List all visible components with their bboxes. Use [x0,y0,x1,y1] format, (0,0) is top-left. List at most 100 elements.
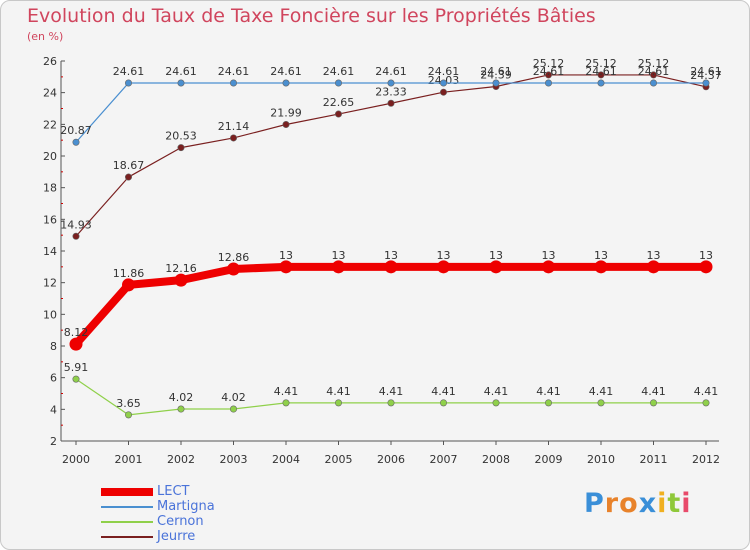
data-label-jeurre: 25.12 [585,57,617,70]
data-point-lect [384,260,398,274]
data-point-martigna [125,79,133,87]
data-point-lect [122,278,135,292]
data-point-jeurre [649,71,657,79]
x-tick-label: 2002 [167,453,195,466]
data-point-cernon [282,399,290,407]
y-tick-label: 14 [43,245,57,258]
data-point-lect [332,260,345,274]
data-point-martigna [439,79,447,87]
data-label-lect: 13 [542,249,556,262]
data-point-lect [594,260,608,274]
data-label-cernon: 4.41 [274,385,299,398]
data-point-jeurre [334,110,342,118]
data-label-martigna: 24.61 [585,65,617,78]
data-label-lect: 13 [594,249,608,262]
y-tick-label: 20 [43,150,57,163]
data-label-lect: 13 [489,249,503,262]
data-label-jeurre: 24.39 [480,68,512,81]
data-point-martigna [282,79,290,87]
x-tick-label: 2010 [587,453,615,466]
data-point-jeurre [72,232,80,240]
x-tick-label: 2006 [377,453,405,466]
data-label-lect: 13 [437,249,451,262]
data-point-martigna [702,79,710,87]
chart-title: Evolution du Taux de Taxe Foncière sur l… [27,5,596,27]
data-label-cernon: 4.41 [431,385,456,398]
series-line-jeurre [75,74,707,237]
data-point-jeurre [544,71,552,79]
data-label-martigna: 20.87 [60,124,92,137]
data-point-martigna [177,79,185,87]
data-label-martigna: 24.61 [218,65,250,78]
data-point-cernon [387,399,395,407]
data-point-cernon [439,399,447,407]
data-label-martigna: 24.61 [480,65,512,78]
data-point-martigna [649,79,657,87]
legend-swatch [101,488,153,496]
data-label-jeurre: 25.12 [533,57,565,70]
y-tick-label: 2 [50,435,57,448]
data-point-martigna [387,79,395,87]
data-point-lect [69,337,83,351]
x-tick-label: 2001 [115,453,143,466]
data-point-cernon [597,399,605,407]
data-point-martigna [597,79,605,87]
x-tick-label: 2011 [640,453,668,466]
data-point-cernon [492,399,500,407]
data-label-martigna: 24.61 [323,65,355,78]
data-point-martigna [492,79,500,87]
y-tick-label: 4 [50,403,57,416]
data-label-martigna: 24.61 [533,65,565,78]
x-tick-label: 2007 [430,453,458,466]
data-point-cernon [544,399,552,407]
data-label-martigna: 24.61 [638,65,670,78]
data-point-cernon [649,399,657,407]
y-tick-label: 8 [50,340,57,353]
data-label-jeurre: 18.67 [113,159,145,172]
data-point-martigna [334,79,342,87]
data-label-jeurre: 14.93 [60,218,92,231]
data-label-jeurre: 24.37 [690,69,722,82]
data-label-jeurre: 22.65 [323,96,355,109]
y-tick-label: 26 [43,55,57,68]
y-tick-label: 22 [43,118,57,131]
legend-label: Jeurre [157,529,196,544]
data-label-jeurre: 25.12 [638,57,670,70]
data-label-martigna: 24.61 [428,65,460,78]
data-label-jeurre: 20.53 [165,130,197,143]
data-label-jeurre: 21.14 [218,120,250,133]
series-line-lect [73,262,706,347]
data-point-lect [699,260,713,274]
data-point-cernon [334,399,342,407]
data-point-jeurre [597,71,605,79]
data-point-martigna [230,79,238,87]
data-point-jeurre [125,173,133,181]
data-label-lect: 11.86 [113,267,145,280]
data-point-martigna [72,138,80,146]
data-label-lect: 13 [384,249,398,262]
legend-swatch [101,521,153,523]
data-label-martigna: 24.61 [690,65,722,78]
data-label-lect: 8.12 [64,326,89,339]
proxiti-logo: Proxiti [584,488,692,519]
data-point-jeurre [282,120,290,128]
data-label-lect: 12.86 [218,251,250,264]
legend-label: Cernon [157,514,204,529]
data-label-cernon: 4.41 [694,385,719,398]
data-label-cernon: 4.41 [589,385,614,398]
data-label-cernon: 4.41 [641,385,666,398]
data-label-martigna: 24.61 [375,65,407,78]
data-point-cernon [230,405,238,413]
y-axis-unit: (en %) [27,30,64,43]
data-point-jeurre [230,134,238,142]
data-label-cernon: 4.41 [484,385,509,398]
data-label-jeurre: 21.99 [270,106,302,119]
data-label-jeurre: 23.33 [375,85,407,98]
data-label-martigna: 24.61 [165,65,197,78]
data-point-cernon [177,405,185,413]
legend-label: Martigna [157,499,215,514]
data-label-cernon: 5.91 [64,361,89,374]
data-point-lect [174,273,188,287]
data-point-martigna [544,79,552,87]
